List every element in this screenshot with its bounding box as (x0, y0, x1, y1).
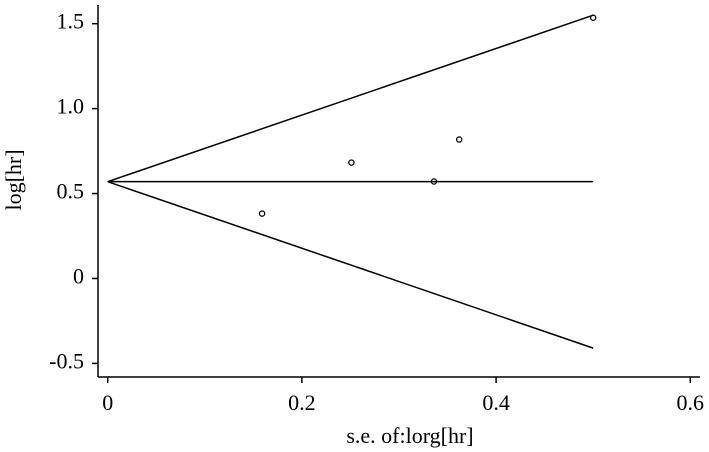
point (430, 178, 438, 185)
y-axis-label: log[hr] (1, 149, 26, 210)
point (258, 210, 266, 217)
reference-line (107, 14, 594, 183)
reference-line (107, 180, 594, 349)
point (589, 14, 597, 21)
x-tick-label: 0.2 (288, 390, 316, 415)
y-tick-label: 0 (73, 264, 84, 289)
x-tick-label: 0 (102, 390, 113, 415)
x-tick-label: 0.4 (482, 390, 510, 415)
y-tick-label: -0.5 (49, 348, 84, 373)
x-tick-label: 0.6 (677, 390, 705, 415)
x-axis-label: s.e. of:lorg[hr] (346, 423, 473, 448)
y-tick-label: 1.5 (57, 9, 85, 34)
point (348, 159, 355, 166)
y-tick-label: 1.0 (57, 94, 85, 119)
y-tick-label: 0.5 (57, 179, 85, 204)
point (455, 136, 463, 143)
